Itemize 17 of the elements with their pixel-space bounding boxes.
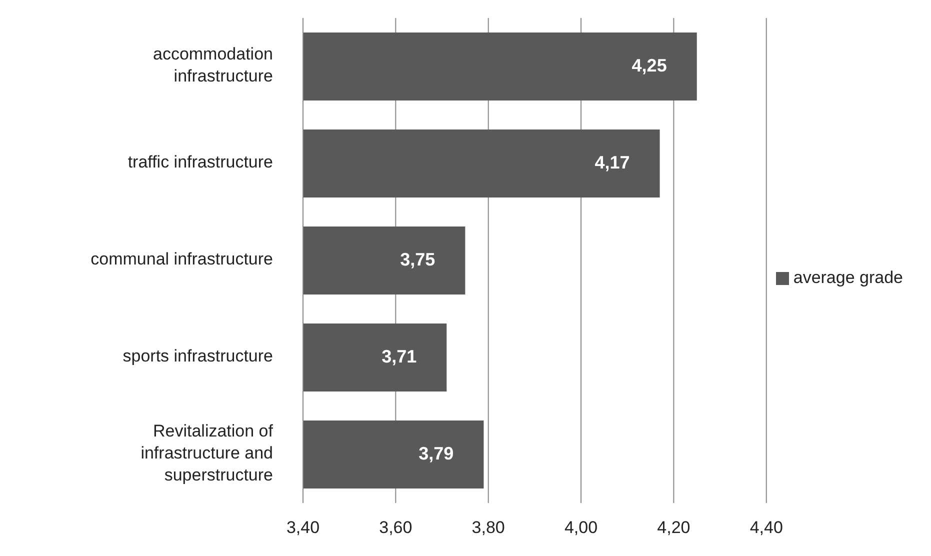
- data-label: 3,79: [418, 443, 454, 464]
- data-label: 4,17: [594, 152, 630, 172]
- legend-label: average grade: [793, 268, 903, 287]
- y-tick-label: accommodation infrastructure: [152, 44, 273, 86]
- y-tick-label: traffic infrastructure: [128, 152, 273, 172]
- data-label: 3,71: [382, 346, 417, 366]
- data-label: 3,75: [400, 249, 436, 270]
- x-tick-label: 4,00: [564, 518, 598, 538]
- y-tick-label: sports infrastructure: [122, 346, 273, 366]
- x-tick-label: 3,80: [472, 518, 505, 538]
- x-tick-label: 3,60: [379, 518, 412, 538]
- y-tick-label: communal infrastructure: [90, 250, 273, 269]
- x-tick-label: 3,40: [286, 518, 320, 538]
- x-tick-label: 4,20: [657, 518, 690, 538]
- data-label: 4,25: [632, 55, 667, 76]
- x-tick-label: 4,40: [750, 518, 783, 538]
- y-tick-label: Revitalization of infrastructure and superstructure: [140, 422, 274, 485]
